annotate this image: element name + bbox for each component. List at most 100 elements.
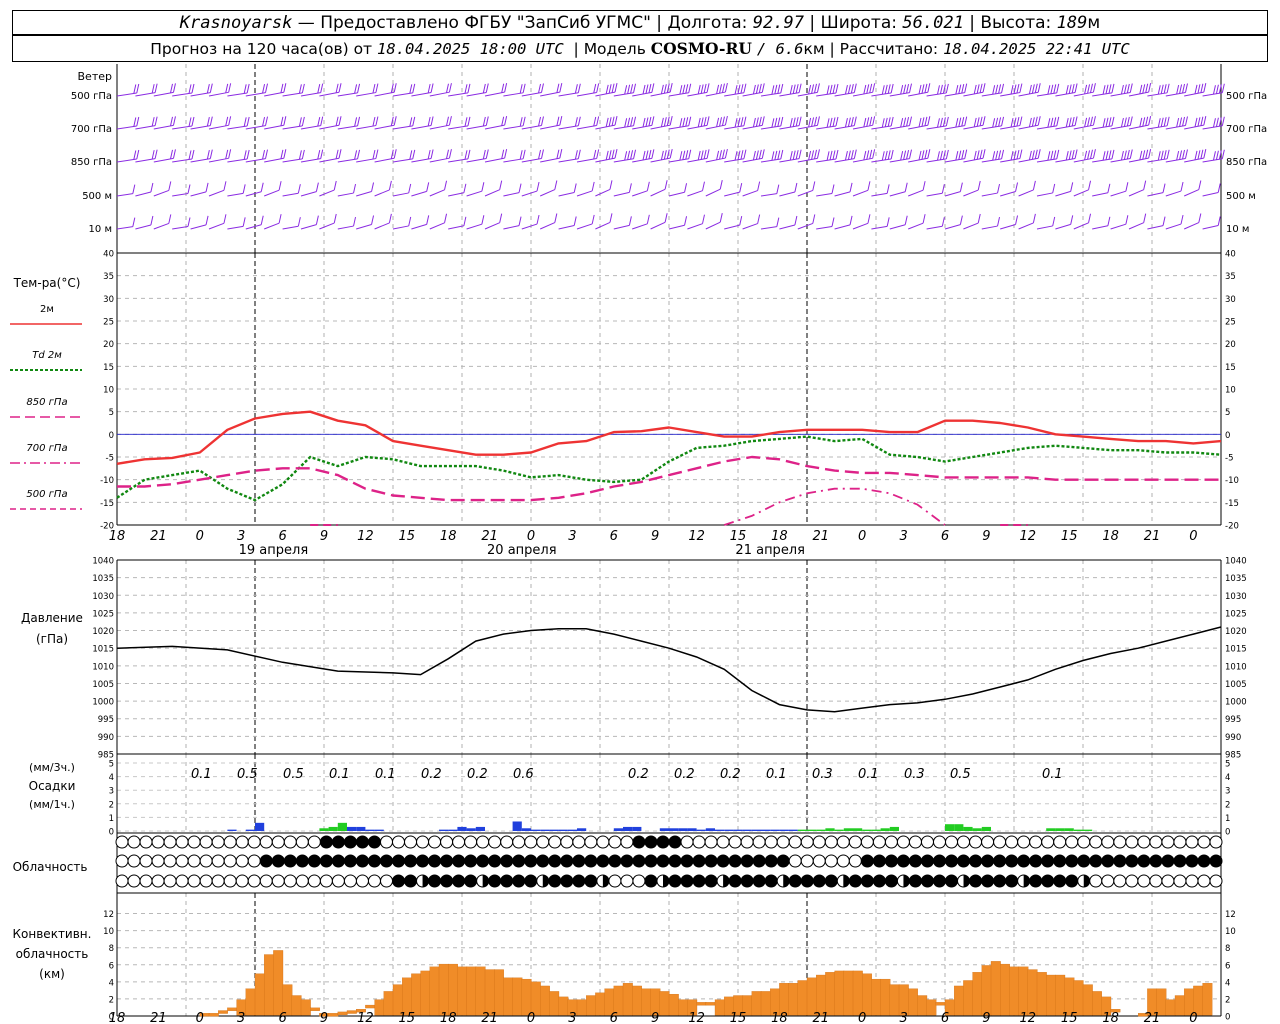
conv-cloud-bar xyxy=(825,972,836,1016)
wind-barb-staff xyxy=(816,192,833,197)
wind-barb-flag xyxy=(1034,116,1038,126)
wind-barb-flag xyxy=(1031,84,1035,94)
wind-barb-flag xyxy=(771,118,775,128)
cloud-circle xyxy=(1017,835,1031,849)
precip-bar xyxy=(659,828,669,831)
cloud-circle xyxy=(908,874,922,888)
wind-barb-flag xyxy=(260,182,264,192)
wind-barb-flag xyxy=(1053,150,1057,160)
wind-barb-staff xyxy=(981,125,1002,130)
wind-barb-flag xyxy=(1215,150,1219,160)
cloud-cover-symbol xyxy=(1125,835,1139,849)
wind-barb-flag xyxy=(464,84,468,94)
wind-barb xyxy=(374,116,397,130)
wind-barb-flag xyxy=(519,84,523,94)
wind-barb xyxy=(1128,180,1147,197)
wind-barb-flag xyxy=(739,216,743,226)
wind-barb-staff xyxy=(742,91,763,97)
wind-barb-flag xyxy=(1037,149,1041,159)
cloud-cover-symbol xyxy=(404,874,418,888)
pressure-unit: (гПа) xyxy=(36,632,68,646)
wind-barb xyxy=(926,217,945,230)
wind-barb xyxy=(889,149,912,163)
wind-barb-flag xyxy=(685,117,689,127)
y-tick-label-left: 2 xyxy=(109,995,114,1005)
y-tick-label-right: -10 xyxy=(1225,476,1239,486)
wind-barb-staff xyxy=(742,223,758,230)
wind-barb-staff xyxy=(1092,192,1108,197)
temp-hour-label: 21 xyxy=(150,529,167,544)
conv-cloud-bar xyxy=(328,1013,339,1017)
wind-barb-flag xyxy=(1052,183,1056,194)
precip-bar xyxy=(981,826,991,831)
cloud-cover-symbol xyxy=(1089,835,1103,849)
wind-barb-flag xyxy=(774,117,778,128)
wind-barb-staff xyxy=(816,92,837,97)
wind-barb xyxy=(153,116,176,130)
cloud-circle xyxy=(932,874,946,888)
wind-barb-flag xyxy=(1068,84,1072,94)
wind-barb-flag xyxy=(1034,149,1038,159)
wind-barb-flag xyxy=(669,148,673,159)
wind-barb xyxy=(172,184,191,197)
precip-total-label: 0.2 xyxy=(467,767,488,782)
wind-barb-staff xyxy=(190,92,211,97)
y-tick-label-left: 30 xyxy=(103,295,114,305)
y-tick-label-right: 4 xyxy=(1225,773,1230,783)
wind-barb-flag xyxy=(906,84,910,94)
conv-cloud-bar xyxy=(1046,974,1056,1016)
precip-bar xyxy=(1083,829,1093,831)
wind-barb-flag xyxy=(666,149,670,159)
cloud-cover-symbol xyxy=(115,874,129,888)
wind-barb-staff xyxy=(705,124,726,130)
wind-barb-flag xyxy=(463,216,467,226)
y-tick-label-left: 4 xyxy=(109,773,114,783)
wind-barb-flag xyxy=(1108,84,1112,94)
wind-barb-flag xyxy=(869,116,873,126)
wind-barb xyxy=(1128,149,1152,163)
wind-barb-flag xyxy=(357,83,361,94)
y-tick-label-right: 1040 xyxy=(1225,557,1247,567)
wind-barb xyxy=(1092,149,1115,163)
wind-barb-flag xyxy=(755,150,759,160)
wind-barb-flag xyxy=(1092,116,1096,126)
cloud-circle xyxy=(572,854,586,868)
wind-barb-staff xyxy=(429,189,445,197)
wind-barb-flag xyxy=(1111,149,1115,159)
wind-barb-staff xyxy=(374,189,390,197)
wind-barb-flag xyxy=(997,216,1001,227)
wind-barb xyxy=(816,149,839,163)
wind-barb-flag xyxy=(998,117,1002,127)
wind-barb-flag xyxy=(280,116,284,126)
cloud-circle xyxy=(392,874,406,888)
cloud-circle xyxy=(1137,854,1151,868)
wind-barb xyxy=(521,116,544,130)
cloud-circle xyxy=(163,874,177,888)
y-tick-label-left: 35 xyxy=(103,272,114,282)
wind-barb xyxy=(539,213,558,230)
cloud-cover-symbol xyxy=(163,854,177,868)
pressure-line xyxy=(116,626,1222,713)
precip-bar xyxy=(577,828,587,831)
wind-barb-staff xyxy=(632,223,648,230)
wind-barb-staff xyxy=(871,92,892,97)
cloud-circle xyxy=(139,874,153,888)
wind-barb-flag xyxy=(995,117,999,127)
cloud-cover-symbol xyxy=(1113,854,1127,868)
cloud-cover-symbol xyxy=(836,874,850,888)
wind-barb-staff xyxy=(595,221,611,230)
wind-barb-flag xyxy=(1197,84,1201,94)
y-tick-label-left: 990 xyxy=(98,733,114,743)
wind-barb xyxy=(190,215,209,230)
wind-barb-flag xyxy=(446,83,449,93)
cloud-half-fill xyxy=(662,875,669,887)
wind-barb-staff xyxy=(889,191,906,197)
wind-barb-flag xyxy=(847,84,851,94)
wind-barb-flag xyxy=(651,116,655,126)
wind-barb-flag xyxy=(1105,117,1109,127)
cloud-circle xyxy=(548,854,562,868)
wind-barb-staff xyxy=(1018,189,1034,197)
wind-barb xyxy=(116,83,140,97)
wind-barb-staff xyxy=(503,192,520,197)
cloud-cover-symbol xyxy=(367,854,381,868)
